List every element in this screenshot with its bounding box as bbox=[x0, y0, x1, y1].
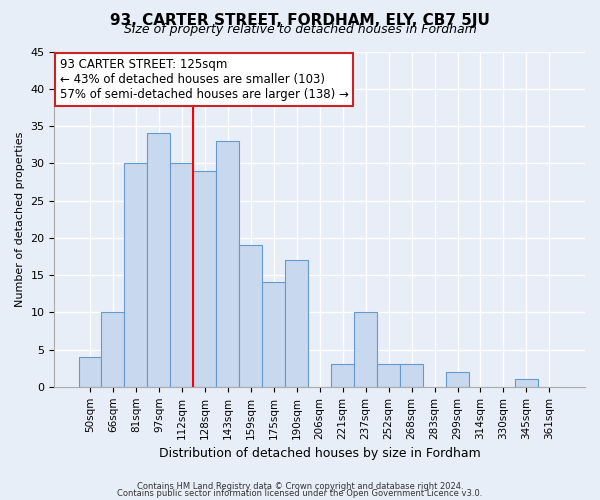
Bar bbox=[124, 164, 148, 387]
Bar bbox=[331, 364, 354, 387]
X-axis label: Distribution of detached houses by size in Fordham: Distribution of detached houses by size … bbox=[159, 447, 481, 460]
Bar bbox=[148, 134, 170, 387]
Bar bbox=[193, 170, 217, 387]
Bar bbox=[285, 260, 308, 387]
Bar bbox=[400, 364, 423, 387]
Text: 93, CARTER STREET, FORDHAM, ELY, CB7 5JU: 93, CARTER STREET, FORDHAM, ELY, CB7 5JU bbox=[110, 12, 490, 28]
Text: Contains HM Land Registry data © Crown copyright and database right 2024.: Contains HM Land Registry data © Crown c… bbox=[137, 482, 463, 491]
Bar bbox=[515, 380, 538, 387]
Text: Contains public sector information licensed under the Open Government Licence v3: Contains public sector information licen… bbox=[118, 489, 482, 498]
Bar bbox=[79, 357, 101, 387]
Bar bbox=[239, 245, 262, 387]
Bar bbox=[446, 372, 469, 387]
Bar bbox=[217, 141, 239, 387]
Bar bbox=[262, 282, 285, 387]
Bar bbox=[377, 364, 400, 387]
Text: 93 CARTER STREET: 125sqm
← 43% of detached houses are smaller (103)
57% of semi-: 93 CARTER STREET: 125sqm ← 43% of detach… bbox=[60, 58, 349, 101]
Y-axis label: Number of detached properties: Number of detached properties bbox=[15, 132, 25, 307]
Bar bbox=[354, 312, 377, 387]
Bar bbox=[170, 164, 193, 387]
Text: Size of property relative to detached houses in Fordham: Size of property relative to detached ho… bbox=[124, 22, 476, 36]
Bar bbox=[101, 312, 124, 387]
